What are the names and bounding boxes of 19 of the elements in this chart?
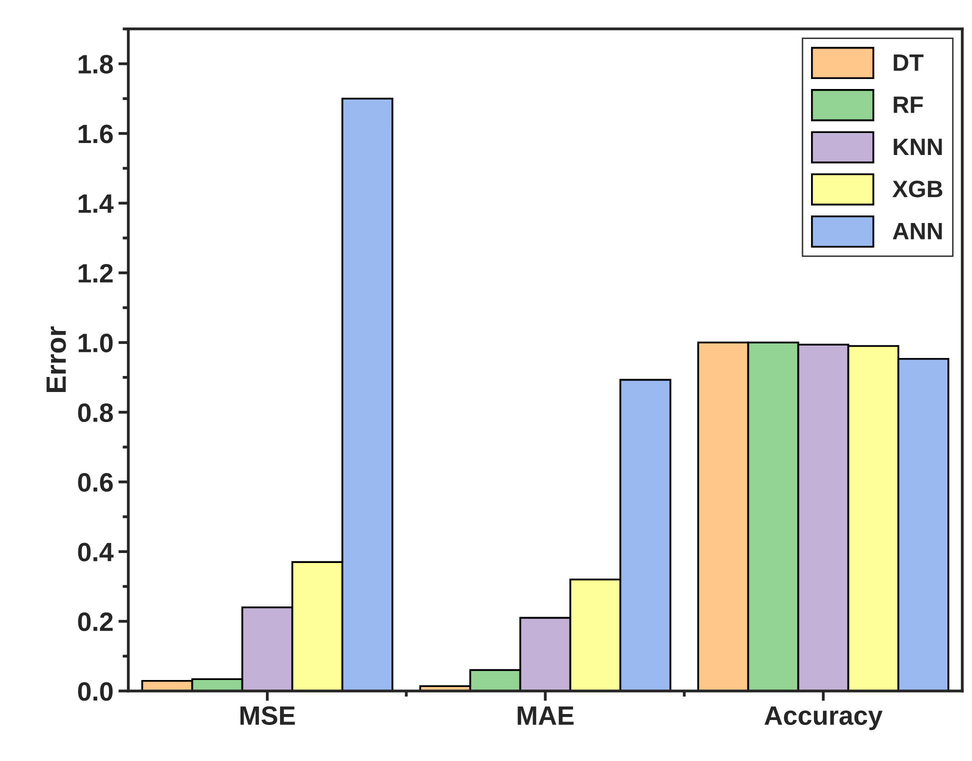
x-tick-label: MSE bbox=[240, 706, 295, 725]
y-tick-label: 1.2 bbox=[78, 264, 113, 282]
y-tick-label: 0.0 bbox=[78, 682, 113, 701]
y-tick-label: 1.8 bbox=[78, 54, 113, 74]
y-tick-label: 1.6 bbox=[78, 124, 113, 144]
x-tick-label: Accuracy bbox=[764, 706, 883, 730]
legend-label: ANN bbox=[892, 223, 942, 240]
legend-label: DT bbox=[894, 54, 924, 71]
y-tick-label: 0.4 bbox=[78, 542, 114, 562]
y-tick-label: 1.0 bbox=[78, 334, 113, 352]
legend-label: XGB bbox=[892, 180, 942, 198]
legend-label: RF bbox=[894, 96, 923, 113]
y-tick-label: 0.8 bbox=[78, 403, 113, 422]
x-tick-label: MAE bbox=[518, 706, 574, 725]
y-axis-title: Error bbox=[46, 326, 66, 392]
y-tick-label: 0.6 bbox=[78, 473, 113, 492]
y-tick-label: 0.2 bbox=[78, 612, 113, 632]
y-tick-label: 1.4 bbox=[78, 194, 114, 213]
legend-label: KNN bbox=[894, 138, 942, 155]
